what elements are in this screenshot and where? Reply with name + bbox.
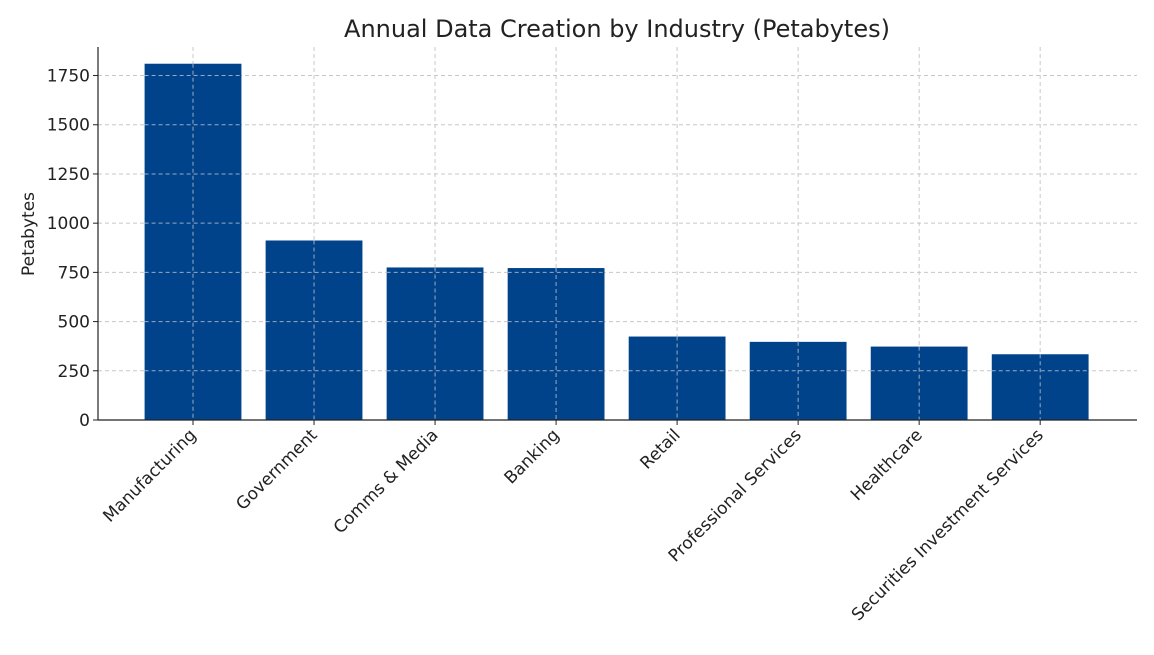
x-tick-label: Government bbox=[232, 425, 321, 514]
y-tick-label: 1000 bbox=[47, 214, 90, 234]
bars bbox=[144, 63, 1089, 421]
x-ticks: Manufacturing Government Comms & Media Bank… bbox=[99, 420, 1048, 625]
y-axis-label: Petabytes bbox=[19, 192, 39, 276]
y-tick-label: 0 bbox=[79, 411, 90, 431]
x-tick-label: Comms & Media bbox=[330, 425, 443, 538]
y-tick-label: 1500 bbox=[47, 116, 90, 136]
y-tick-label: 250 bbox=[58, 362, 90, 382]
x-tick-label: Manufacturing bbox=[99, 425, 200, 526]
axes bbox=[97, 47, 1137, 421]
y-tick-label: 1250 bbox=[47, 165, 90, 185]
chart-title: Annual Data Creation by Industry (Petaby… bbox=[344, 15, 890, 43]
y-ticks: 0 250 500 750 1000 1250 1500 1750 bbox=[47, 67, 98, 431]
y-tick-label: 500 bbox=[58, 313, 90, 333]
x-tick-label: Banking bbox=[501, 425, 564, 488]
x-tick-label: Retail bbox=[637, 425, 685, 473]
bar-government bbox=[265, 240, 363, 420]
grid bbox=[98, 47, 1137, 421]
x-tick-label: Securities Investment Services bbox=[848, 425, 1048, 625]
y-tick-label: 750 bbox=[58, 263, 90, 283]
bar-retail bbox=[628, 336, 726, 420]
x-tick-label: Healthcare bbox=[847, 425, 927, 505]
x-tick-label: Professional Services bbox=[665, 425, 806, 566]
y-tick-label: 1750 bbox=[47, 67, 90, 87]
